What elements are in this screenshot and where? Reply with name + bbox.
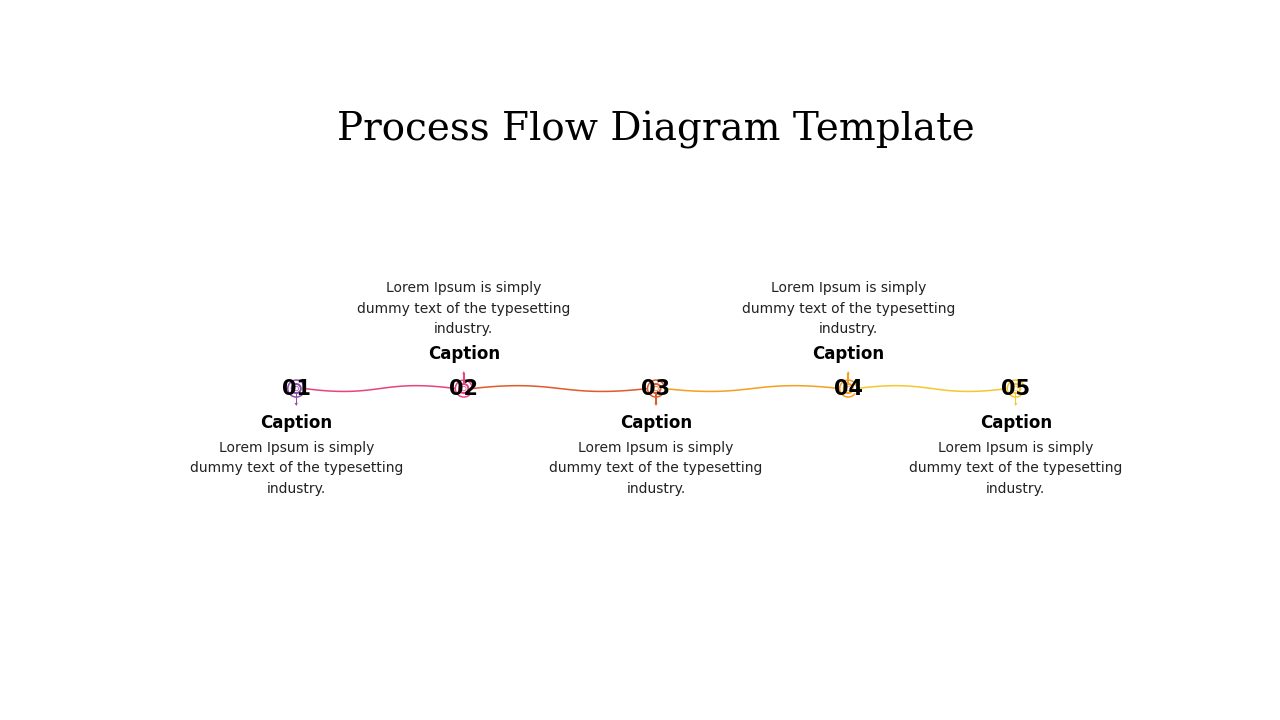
Circle shape	[847, 387, 850, 390]
Polygon shape	[1014, 403, 1018, 406]
Polygon shape	[654, 403, 658, 406]
Text: Process Flow Diagram Template: Process Flow Diagram Template	[337, 112, 975, 149]
Polygon shape	[294, 403, 298, 406]
Polygon shape	[1012, 385, 1019, 392]
Polygon shape	[293, 385, 300, 392]
Polygon shape	[454, 379, 472, 397]
Polygon shape	[653, 386, 659, 391]
Text: 05: 05	[1001, 379, 1030, 399]
Text: 02: 02	[449, 379, 479, 399]
Polygon shape	[296, 394, 297, 403]
Polygon shape	[305, 385, 456, 392]
Polygon shape	[1015, 394, 1016, 403]
Text: Caption: Caption	[812, 346, 884, 364]
Circle shape	[294, 387, 297, 390]
Polygon shape	[653, 385, 659, 392]
Text: Caption: Caption	[979, 414, 1052, 432]
Polygon shape	[287, 379, 305, 397]
Polygon shape	[846, 386, 851, 391]
Polygon shape	[293, 386, 298, 391]
Circle shape	[462, 387, 465, 390]
Text: Caption: Caption	[428, 346, 500, 364]
Text: Caption: Caption	[260, 414, 333, 432]
Polygon shape	[472, 385, 648, 392]
Polygon shape	[846, 371, 850, 374]
Circle shape	[655, 387, 657, 390]
Text: Lorem Ipsum is simply
dummy text of the typesetting
industry.: Lorem Ipsum is simply dummy text of the …	[357, 282, 571, 336]
Polygon shape	[664, 385, 840, 392]
Polygon shape	[463, 374, 465, 383]
Polygon shape	[461, 385, 467, 392]
Polygon shape	[462, 371, 466, 374]
Polygon shape	[650, 383, 662, 394]
Polygon shape	[842, 383, 854, 394]
Polygon shape	[856, 385, 1007, 392]
Polygon shape	[1010, 383, 1021, 394]
Text: Lorem Ipsum is simply
dummy text of the typesetting
industry.: Lorem Ipsum is simply dummy text of the …	[189, 441, 403, 496]
Text: Lorem Ipsum is simply
dummy text of the typesetting
industry.: Lorem Ipsum is simply dummy text of the …	[549, 441, 763, 496]
Polygon shape	[838, 379, 858, 397]
Polygon shape	[458, 383, 470, 394]
Text: 01: 01	[282, 379, 311, 399]
Polygon shape	[655, 394, 657, 403]
Circle shape	[1015, 387, 1018, 390]
Text: Lorem Ipsum is simply
dummy text of the typesetting
industry.: Lorem Ipsum is simply dummy text of the …	[741, 282, 955, 336]
Text: Caption: Caption	[620, 414, 692, 432]
Text: 03: 03	[641, 379, 671, 399]
Text: 04: 04	[833, 379, 863, 399]
Polygon shape	[1006, 379, 1025, 397]
Text: Lorem Ipsum is simply
dummy text of the typesetting
industry.: Lorem Ipsum is simply dummy text of the …	[909, 441, 1123, 496]
Polygon shape	[461, 386, 466, 391]
Polygon shape	[646, 379, 664, 397]
Polygon shape	[847, 374, 849, 383]
Polygon shape	[1014, 386, 1019, 391]
Polygon shape	[291, 383, 302, 394]
Polygon shape	[845, 385, 851, 392]
